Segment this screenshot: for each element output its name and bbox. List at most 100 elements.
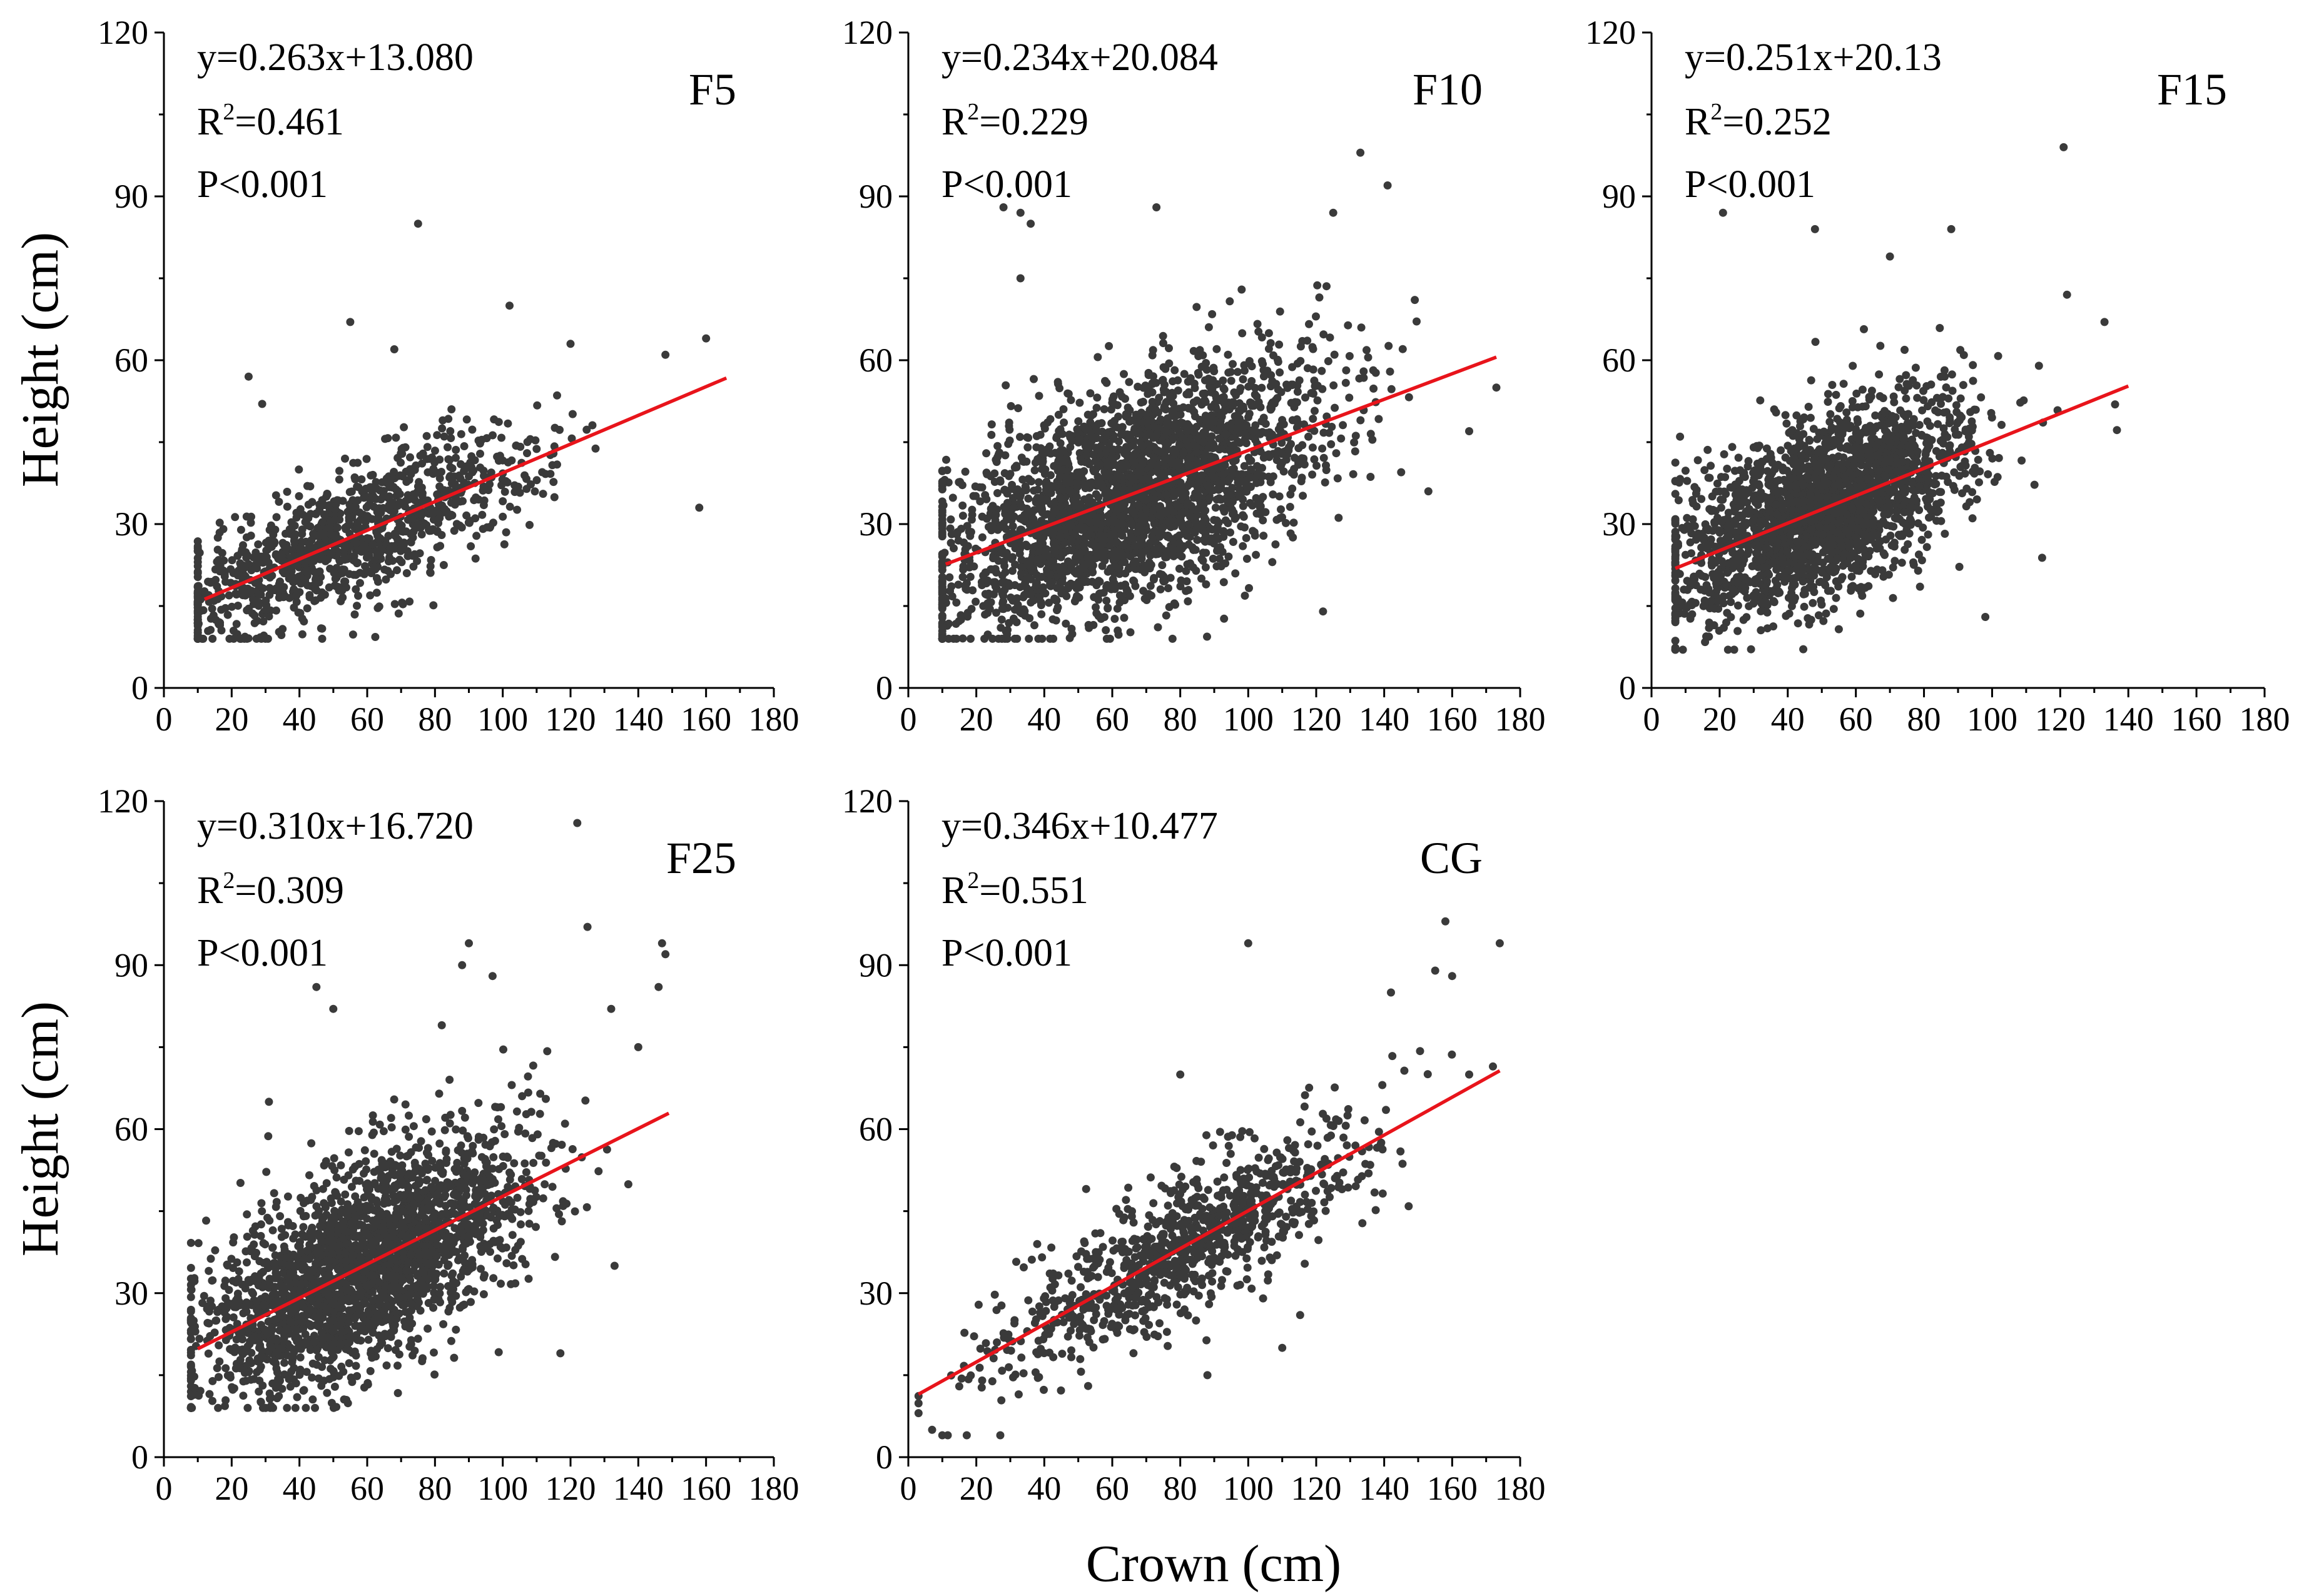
- data-point: [218, 548, 226, 557]
- data-point: [504, 419, 512, 428]
- data-point: [249, 553, 258, 562]
- data-point: [1018, 475, 1027, 484]
- data-point: [1224, 552, 1233, 561]
- data-point: [1109, 455, 1117, 463]
- data-point: [1017, 563, 1025, 571]
- data-point: [1080, 422, 1088, 431]
- data-point: [1072, 493, 1081, 501]
- data-point: [1327, 440, 1336, 448]
- data-point: [1110, 615, 1119, 623]
- data-point: [661, 350, 670, 359]
- data-point: [1122, 585, 1131, 593]
- data-point: [1276, 368, 1284, 376]
- x-tick-label: 20: [215, 700, 248, 738]
- data-point: [1226, 528, 1234, 537]
- data-point: [1060, 418, 1068, 427]
- data-point: [356, 578, 364, 587]
- data-point: [490, 415, 499, 424]
- data-point: [1229, 402, 1237, 410]
- data-point: [1313, 281, 1322, 290]
- data-point: [1208, 310, 1217, 318]
- regression-equation-f5: y=0.263x+13.080: [197, 36, 474, 79]
- data-point: [382, 575, 390, 584]
- data-point: [1008, 528, 1017, 537]
- data-point: [938, 604, 946, 612]
- data-point: [368, 540, 377, 549]
- data-point: [1902, 371, 1911, 380]
- data-point: [1148, 380, 1157, 388]
- scatter-points-f5: [193, 220, 711, 643]
- data-point: [1010, 581, 1019, 590]
- data-point: [1777, 446, 1785, 455]
- data-point: [1277, 388, 1286, 396]
- data-point: [1110, 400, 1119, 408]
- data-point: [350, 552, 358, 560]
- data-point: [1309, 390, 1317, 398]
- x-tick-label: 40: [283, 700, 317, 738]
- data-point: [525, 520, 534, 529]
- y-tick-label: 60: [859, 341, 893, 379]
- data-point: [1127, 473, 1135, 482]
- data-point: [1121, 569, 1130, 578]
- data-point: [1212, 404, 1220, 413]
- data-point: [335, 467, 343, 475]
- data-point: [1038, 457, 1047, 466]
- data-point: [429, 509, 437, 518]
- data-point: [1261, 420, 1270, 428]
- data-point: [225, 591, 233, 600]
- data-point: [1152, 462, 1161, 471]
- data-point: [1056, 439, 1065, 448]
- data-point: [1131, 582, 1140, 590]
- data-point: [261, 606, 270, 615]
- data-point: [1792, 411, 1801, 420]
- data-point: [1264, 329, 1273, 338]
- data-point: [1339, 421, 1347, 430]
- data-point: [1717, 503, 1725, 512]
- data-point: [345, 570, 353, 578]
- data-point: [1386, 367, 1394, 376]
- data-point: [1277, 505, 1285, 513]
- panel-f10: 0 20 40 60 80 100 120 140 160 1800306090120y=0.23…: [842, 14, 1546, 738]
- data-point: [1284, 446, 1293, 455]
- data-point: [1162, 490, 1170, 499]
- data-point: [358, 487, 367, 496]
- data-point: [938, 634, 946, 643]
- data-point: [1209, 376, 1217, 385]
- data-point: [405, 597, 414, 606]
- data-point: [1362, 346, 1371, 355]
- data-point: [978, 483, 987, 492]
- data-point: [938, 550, 946, 558]
- data-point: [991, 582, 1000, 591]
- x-tick-label: 0: [156, 700, 173, 738]
- data-point: [1165, 344, 1173, 353]
- data-point: [1321, 478, 1329, 487]
- data-point: [303, 604, 312, 613]
- data-point: [1251, 435, 1260, 444]
- data-point: [440, 486, 449, 495]
- data-point: [1309, 415, 1317, 423]
- data-point: [1200, 376, 1209, 385]
- data-point: [457, 430, 465, 438]
- data-point: [1217, 479, 1226, 488]
- data-point: [217, 626, 226, 635]
- data-point: [285, 593, 294, 602]
- data-point: [695, 503, 704, 512]
- data-point: [322, 492, 331, 501]
- data-point: [1267, 371, 1276, 380]
- data-point: [1204, 323, 1213, 331]
- data-point: [430, 447, 439, 455]
- data-point: [1351, 432, 1360, 440]
- data-point: [1191, 545, 1200, 554]
- data-point: [1109, 392, 1118, 401]
- data-point: [1082, 438, 1090, 447]
- data-point: [1182, 577, 1191, 585]
- data-point: [591, 444, 600, 453]
- data-point: [240, 572, 249, 580]
- data-point: [1050, 594, 1059, 603]
- data-point: [1975, 478, 1983, 487]
- data-point: [1896, 406, 1905, 415]
- data-point: [988, 634, 997, 643]
- data-point: [1228, 483, 1237, 492]
- data-point: [356, 568, 364, 577]
- data-point: [967, 515, 976, 524]
